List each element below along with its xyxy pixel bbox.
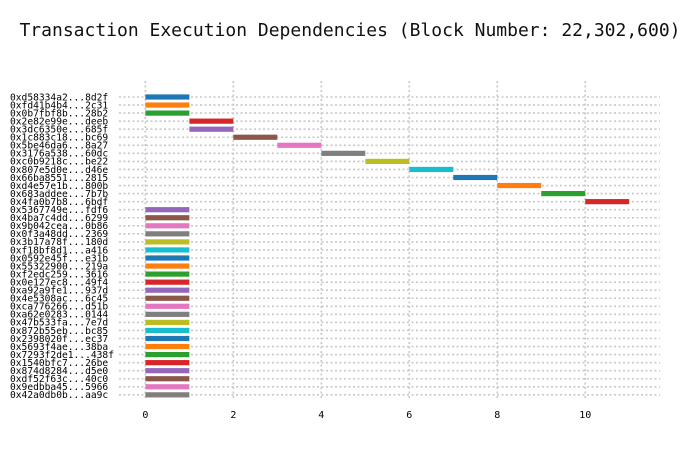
- transaction-label: 0x872b55eb...bc85: [10, 326, 108, 337]
- x-tick-label: 8: [494, 410, 500, 421]
- execution-bar: [145, 263, 190, 269]
- transaction-label: 0xf2edc259...3616: [10, 269, 108, 280]
- transaction-label: 0xd58334a2...8d2f: [10, 92, 108, 103]
- execution-bar: [145, 215, 190, 221]
- execution-bar: [365, 158, 410, 164]
- transaction-label: 0x66ba8551...2815: [10, 173, 108, 184]
- transaction-label: 0x42a0db0b...aa9c: [10, 390, 108, 401]
- transaction-label: 0x5be46da6...8a27: [10, 141, 108, 152]
- transaction-label: 0xdf52f63c...40c0: [10, 374, 108, 385]
- transaction-label: 0x0b7fbf8b...28b2: [10, 108, 108, 119]
- execution-bars: [145, 94, 630, 398]
- grid-lines: [119, 81, 660, 400]
- execution-bar: [497, 182, 542, 189]
- transaction-label: 0x4ba7c4dd...6299: [10, 213, 108, 224]
- transaction-label: 0xa62e0283...0144: [10, 310, 108, 321]
- chart-title: Transaction Execution Dependencies (Bloc…: [19, 20, 681, 41]
- execution-bar: [321, 150, 366, 156]
- execution-bar: [145, 287, 190, 293]
- execution-bar: [145, 343, 190, 350]
- execution-bar: [145, 295, 190, 301]
- transaction-label: 0xca776266...d51b: [10, 302, 108, 313]
- transaction-label: 0x683addee...7b7b: [10, 189, 108, 200]
- x-axis-ticks: 0 2 4 6 8 10: [142, 410, 591, 421]
- transaction-labels: 0xd58334a2...8d2f0xfd41b4b4...2c310x0b7f…: [10, 92, 114, 401]
- x-tick-label: 4: [318, 410, 324, 421]
- transaction-label: 0x5367749e...fdf6: [10, 205, 108, 216]
- execution-bar: [145, 311, 190, 317]
- execution-bar: [145, 279, 190, 285]
- execution-bar: [145, 110, 190, 116]
- execution-bar: [585, 199, 630, 205]
- execution-bar: [145, 352, 190, 358]
- execution-bar: [145, 368, 190, 374]
- transaction-label: 0x2e82e99e...deeb: [10, 116, 108, 127]
- transaction-label: 0xd4e57e1b...800b: [10, 181, 108, 192]
- execution-bar: [145, 392, 190, 398]
- transaction-label: 0x874d8284...d5e0: [10, 366, 108, 377]
- execution-bar: [541, 191, 586, 197]
- transaction-label: 0x7293f2de1...438f: [10, 350, 114, 361]
- transaction-label: 0x47b533fa...7e7d: [10, 318, 108, 329]
- x-tick-label: 2: [230, 410, 236, 421]
- execution-bar: [453, 174, 498, 181]
- execution-bar: [145, 223, 190, 229]
- x-tick-label: 0: [142, 410, 148, 421]
- execution-bar: [145, 384, 190, 390]
- execution-bar: [145, 247, 190, 253]
- x-tick-label: 6: [406, 410, 412, 421]
- transaction-label: 0x807e5d0e...d46e: [10, 165, 108, 176]
- execution-bar: [145, 255, 190, 261]
- transaction-label: 0x4fa0b7b8...6bdf: [10, 197, 108, 208]
- transaction-label: 0x5693f4ae...38ba: [10, 342, 108, 353]
- execution-bar: [145, 239, 190, 245]
- transaction-label: 0x3dc6350e...685f: [10, 125, 108, 136]
- transaction-label: 0x2398020f...ec37: [10, 334, 108, 345]
- transaction-label: 0x4e5308ac...6c45: [10, 294, 108, 305]
- transaction-label: 0x3176a538...60dc: [10, 149, 108, 160]
- transaction-label: 0x0e127ec8...49f4: [10, 277, 108, 288]
- transaction-label: 0x55322900...219a: [10, 261, 108, 272]
- transaction-label: 0x0f3a48dd...2369: [10, 229, 108, 240]
- transaction-label: 0x1c883c18...bc69: [10, 133, 108, 144]
- execution-bar: [277, 142, 322, 148]
- execution-bar: [145, 94, 190, 100]
- transaction-label: 0x9b042cea...0b86: [10, 221, 108, 232]
- transaction-label: 0x0592e45f...e31b: [10, 253, 108, 264]
- execution-bar: [145, 319, 190, 325]
- execution-bar: [189, 126, 234, 132]
- transaction-label: 0xf18bf8d1...a416: [10, 245, 108, 256]
- x-tick-label: 10: [579, 410, 591, 421]
- execution-bar: [145, 327, 190, 334]
- execution-bar: [233, 134, 278, 140]
- execution-bar: [145, 335, 190, 342]
- execution-bar: [145, 376, 190, 382]
- transaction-label: 0x9edbba45...5966: [10, 382, 108, 393]
- execution-bar: [145, 102, 190, 108]
- transaction-label: 0x1540bfc7...26be: [10, 358, 108, 369]
- execution-bar: [145, 207, 190, 213]
- execution-bar: [145, 360, 190, 366]
- transaction-label: 0x3b17a78f...180d: [10, 237, 108, 248]
- transaction-label: 0xc0b9218c...be22: [10, 157, 108, 168]
- execution-bar: [145, 231, 190, 237]
- execution-bar: [409, 166, 454, 173]
- transaction-label: 0xfd41b4b4...2c31: [10, 100, 108, 111]
- execution-bar: [145, 271, 190, 277]
- execution-bar: [145, 303, 190, 309]
- transaction-label: 0xa92a9fe1...937d: [10, 286, 108, 297]
- execution-bar: [189, 118, 234, 124]
